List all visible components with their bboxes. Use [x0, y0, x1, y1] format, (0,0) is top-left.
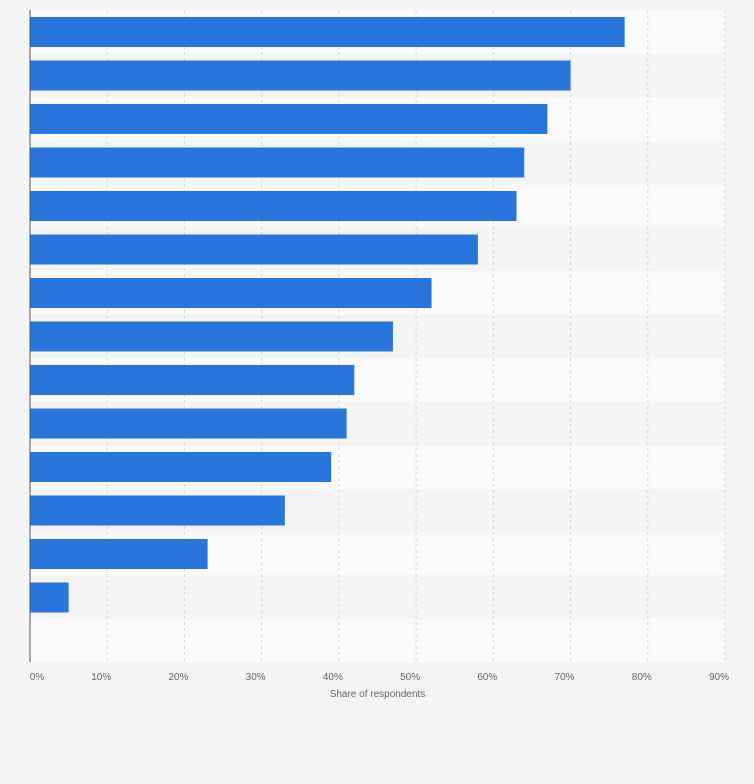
bar[interactable] — [30, 582, 69, 613]
bar[interactable] — [30, 234, 478, 265]
bar[interactable] — [30, 278, 432, 308]
x-tick-label: 0% — [30, 672, 45, 683]
x-tick-label: 50% — [400, 672, 420, 683]
bar[interactable] — [30, 60, 571, 91]
bar[interactable] — [30, 321, 393, 352]
bar[interactable] — [30, 495, 285, 526]
bar[interactable] — [30, 452, 332, 482]
x-tick-label: 80% — [632, 672, 652, 683]
bar[interactable] — [30, 539, 208, 569]
x-tick-label: 20% — [168, 672, 188, 683]
x-tick-label: 40% — [323, 672, 343, 683]
bar[interactable] — [30, 408, 347, 439]
bar[interactable] — [30, 365, 355, 395]
bar[interactable] — [30, 191, 517, 221]
bar[interactable] — [30, 147, 525, 178]
x-tick-label: 90% — [709, 672, 729, 683]
x-tick-label: 30% — [246, 672, 266, 683]
row-band — [30, 575, 725, 620]
x-tick-label: 10% — [91, 672, 111, 683]
x-tick-label: 70% — [555, 672, 575, 683]
x-tick-label: 60% — [477, 672, 497, 683]
x-axis-ticks: 0% 10% 20% 30% 40% 50% 60% 70% 80% 90% — [30, 672, 729, 683]
bars — [30, 17, 625, 613]
x-axis-title: Share of respondents — [330, 689, 426, 700]
bar[interactable] — [30, 104, 548, 134]
bar[interactable] — [30, 17, 625, 47]
row-band — [30, 619, 725, 662]
